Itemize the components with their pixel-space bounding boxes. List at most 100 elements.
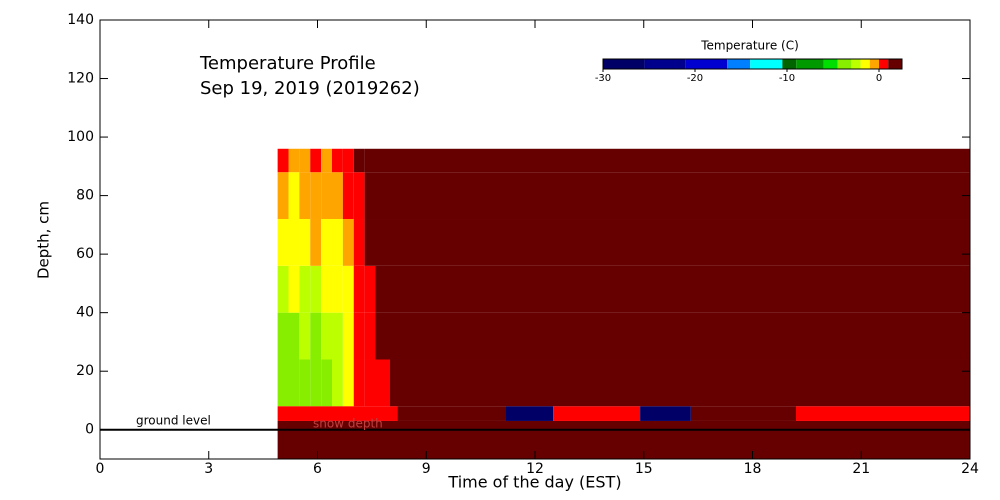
heatmap-cell (332, 312, 343, 360)
heatmap-cell (288, 148, 300, 173)
strip-cell (553, 406, 641, 421)
heatmap-cell (375, 219, 390, 266)
heatmap-cell (390, 148, 970, 173)
colorbar-tick-label: 0 (876, 73, 882, 84)
strip-cell (690, 406, 796, 421)
heatmap-cell (288, 312, 300, 360)
strip-cell (506, 406, 554, 421)
heatmap-cell (364, 312, 376, 360)
heatmap-cell (321, 219, 332, 266)
colorbar-segment (888, 59, 902, 69)
heatmap-cell (342, 219, 354, 266)
x-tick-label: 24 (961, 461, 979, 477)
heatmap-cell (375, 172, 390, 220)
colorbar-segment (823, 59, 838, 69)
heatmap-cell (288, 172, 300, 220)
colorbar-segment (860, 59, 870, 69)
heatmap-cell (288, 359, 300, 407)
colorbar-tick-label: -10 (779, 73, 795, 84)
y-tick-label: 0 (85, 422, 94, 438)
chart-title: Temperature Profile (199, 53, 376, 74)
heatmap-cell (375, 359, 390, 407)
heatmap-cell (277, 265, 289, 313)
colorbar-segment (644, 59, 686, 69)
heatmap-cell (375, 312, 390, 360)
heatmap-cell (390, 219, 970, 266)
heatmap-cell (310, 172, 322, 220)
colorbar-segment (685, 59, 728, 69)
y-tick-label: 100 (67, 129, 94, 145)
x-tick-label: 9 (422, 461, 431, 477)
x-tick-label: 12 (526, 461, 544, 477)
heatmap-cell (299, 265, 311, 313)
heatmap-cell (353, 265, 365, 313)
strip-cell (796, 406, 970, 421)
snow-label: snow depth (313, 417, 383, 431)
y-axis-label: Depth, cm (35, 201, 53, 279)
heatmap-cell (342, 359, 354, 407)
heatmap-cell (310, 359, 322, 407)
heatmap-cell (364, 265, 376, 313)
heatmap-cell (299, 148, 311, 173)
x-axis-label: Time of the day (EST) (447, 473, 621, 492)
x-tick-label: 15 (635, 461, 653, 477)
heatmap-cell (310, 219, 322, 266)
heatmap-cell (310, 312, 322, 360)
heatmap-cell (353, 148, 365, 173)
heatmap-cell (321, 148, 332, 173)
heatmap-cell (332, 265, 343, 313)
y-tick-label: 60 (76, 246, 94, 262)
heatmap-cell (310, 265, 322, 313)
heatmap-cell (288, 265, 300, 313)
heatmap-cell (390, 312, 970, 360)
colorbar-segment (727, 59, 751, 69)
heatmap-cell (364, 359, 376, 407)
heatmap-cell (321, 172, 332, 220)
heatmap-cell (321, 265, 332, 313)
heatmap-cell (375, 148, 390, 173)
heatmap-cell (332, 148, 343, 173)
heatmap-cell (390, 172, 970, 220)
heatmap-cell (390, 265, 970, 313)
heatmap-cell (288, 219, 300, 266)
heatmap-cell (299, 219, 311, 266)
heatmap-cell (321, 359, 332, 407)
x-tick-label: 21 (852, 461, 870, 477)
colorbar-segment (837, 59, 852, 69)
colorbar-segment (796, 59, 824, 69)
heatmap-cell (364, 148, 376, 173)
strip-cell (397, 406, 506, 421)
colorbar-segment (782, 59, 797, 69)
heatmap-cell (332, 172, 343, 220)
strip-cell (640, 406, 691, 421)
colorbar-frame (602, 58, 903, 70)
heatmap-cell (332, 219, 343, 266)
chart-subtitle: Sep 19, 2019 (2019262) (200, 78, 420, 99)
x-tick-label: 3 (204, 461, 213, 477)
y-tick-label: 140 (67, 12, 94, 28)
heatmap-cell (277, 219, 289, 266)
heatmap-cell (342, 265, 354, 313)
heatmap-cell (299, 312, 311, 360)
x-tick-label: 6 (313, 461, 322, 477)
heatmap-cell (390, 359, 970, 407)
y-tick-label: 80 (76, 188, 94, 204)
heatmap-cell (310, 148, 322, 173)
colorbar-segment (603, 59, 645, 69)
heatmap-cell (353, 172, 365, 220)
heatmap-cell (277, 312, 289, 360)
heatmap-cell (299, 172, 311, 220)
strip-cell (277, 406, 398, 421)
ground-cell (277, 420, 970, 459)
heatmap-cell (299, 359, 311, 407)
heatmap-cell (277, 172, 289, 220)
heatmap-cell (342, 172, 354, 220)
colorbar-segment (750, 59, 783, 69)
y-tick-label: 40 (76, 305, 94, 321)
colorbar-tick-label: -20 (687, 73, 703, 84)
colorbar-segment (851, 59, 861, 69)
heatmap-cell (375, 265, 390, 313)
heatmap-cell (353, 312, 365, 360)
colorbar-title: Temperature (C) (700, 39, 799, 53)
